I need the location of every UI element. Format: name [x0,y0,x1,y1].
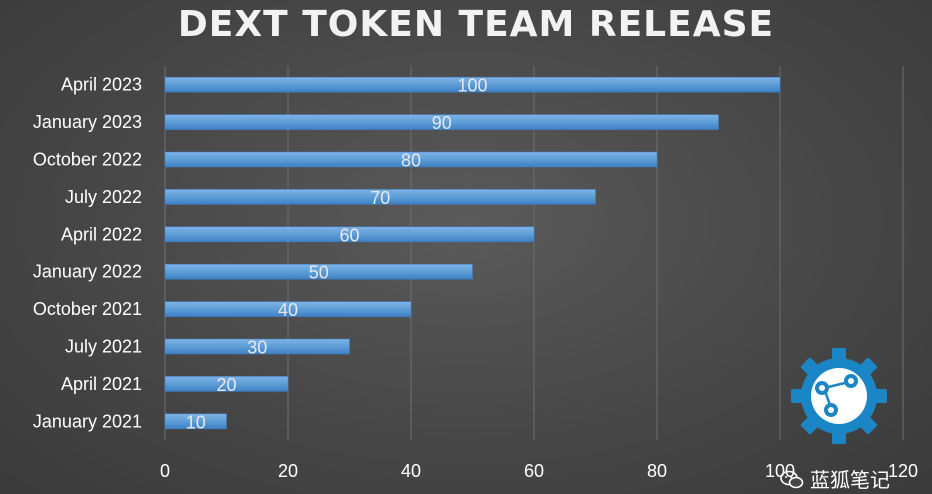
bar [164,151,658,168]
bar [164,226,535,243]
category-label: January 2021 [33,411,142,431]
x-axis-ticks: 0 20 40 60 80 100 120 [160,461,918,481]
bar [164,76,781,93]
bar [164,301,412,317]
data-label: 80 [401,151,421,171]
data-label: 60 [339,225,359,245]
data-label: 90 [432,113,452,133]
data-label: 40 [278,300,298,320]
x-tick-label: 80 [647,461,667,481]
category-labels: January 2021 April 2021 July 2021 October 2… [33,75,142,432]
bar [164,263,473,280]
bars [164,76,781,430]
wechat-icon [780,470,804,489]
x-tick-label: 0 [160,461,170,481]
data-label: 30 [247,338,267,358]
category-label: January 2022 [33,262,142,282]
category-label: July 2021 [65,337,142,357]
category-label: April 2023 [61,75,142,95]
x-tick-label: 40 [401,461,421,481]
data-label: 10 [186,412,206,432]
x-tick-label: 100 [765,461,795,481]
watermark: 蓝狐笔记 [780,468,890,492]
data-label: 100 [457,76,487,96]
category-label: July 2022 [65,187,142,207]
category-label: April 2022 [61,224,142,244]
bar [164,338,350,355]
x-tick-label: 20 [278,461,298,481]
data-label: 50 [309,263,329,283]
x-tick-label: 60 [524,461,544,481]
bar [164,413,227,430]
data-label: 20 [216,375,236,395]
data-label: 70 [370,188,390,208]
chart-title: DEXT TOKEN TEAM RELEASE [178,4,774,45]
x-tick-label: 120 [888,461,918,481]
gear-network-icon [791,348,887,444]
bar [164,114,719,130]
bar [164,189,596,205]
category-label: October 2022 [33,150,142,170]
category-label: January 2023 [33,112,142,132]
category-label: October 2021 [33,299,142,319]
bar [164,376,289,392]
category-label: April 2021 [61,374,142,394]
watermark-text: 蓝狐笔记 [810,468,890,492]
